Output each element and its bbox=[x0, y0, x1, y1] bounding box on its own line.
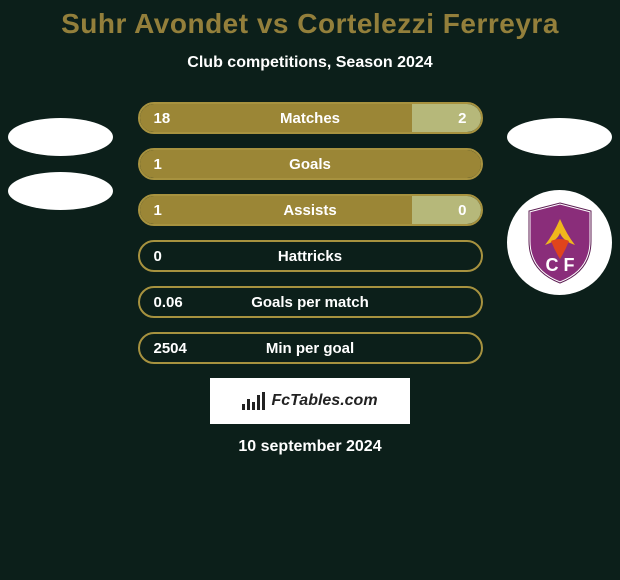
stat-name: Goals per match bbox=[140, 294, 481, 311]
right-player-column: C F bbox=[507, 118, 612, 295]
right-player-avatar bbox=[507, 118, 612, 156]
stat-name: Assists bbox=[140, 202, 481, 219]
bars-icon bbox=[242, 392, 265, 410]
page-title: Suhr Avondet vs Cortelezzi Ferreyra bbox=[0, 8, 620, 40]
stats-panel: 182Matches 1Goals 10Assists 0Hattricks 0.06G… bbox=[138, 102, 483, 364]
stat-name: Min per goal bbox=[140, 340, 481, 357]
stat-row: 2504Min per goal bbox=[138, 332, 483, 364]
logo-text: FcTables.com bbox=[271, 392, 377, 410]
stat-name: Goals bbox=[140, 156, 481, 173]
date-label: 10 september 2024 bbox=[0, 438, 620, 456]
subtitle: Club competitions, Season 2024 bbox=[0, 54, 620, 72]
stat-name: Hattricks bbox=[140, 248, 481, 265]
fctables-logo: FcTables.com bbox=[210, 378, 410, 424]
stat-row: 182Matches bbox=[138, 102, 483, 134]
stat-name: Matches bbox=[140, 110, 481, 127]
left-player-avatar bbox=[8, 118, 113, 156]
left-player-column bbox=[8, 118, 113, 226]
stat-row: 0.06Goals per match bbox=[138, 286, 483, 318]
right-club-badge: C F bbox=[507, 190, 612, 295]
comparison-card: Suhr Avondet vs Cortelezzi Ferreyra Club… bbox=[0, 0, 620, 580]
svg-text:C F: C F bbox=[545, 255, 574, 275]
shield-icon: C F bbox=[525, 201, 595, 285]
stat-row: 10Assists bbox=[138, 194, 483, 226]
left-club-avatar bbox=[8, 172, 113, 210]
stat-row: 1Goals bbox=[138, 148, 483, 180]
stat-row: 0Hattricks bbox=[138, 240, 483, 272]
